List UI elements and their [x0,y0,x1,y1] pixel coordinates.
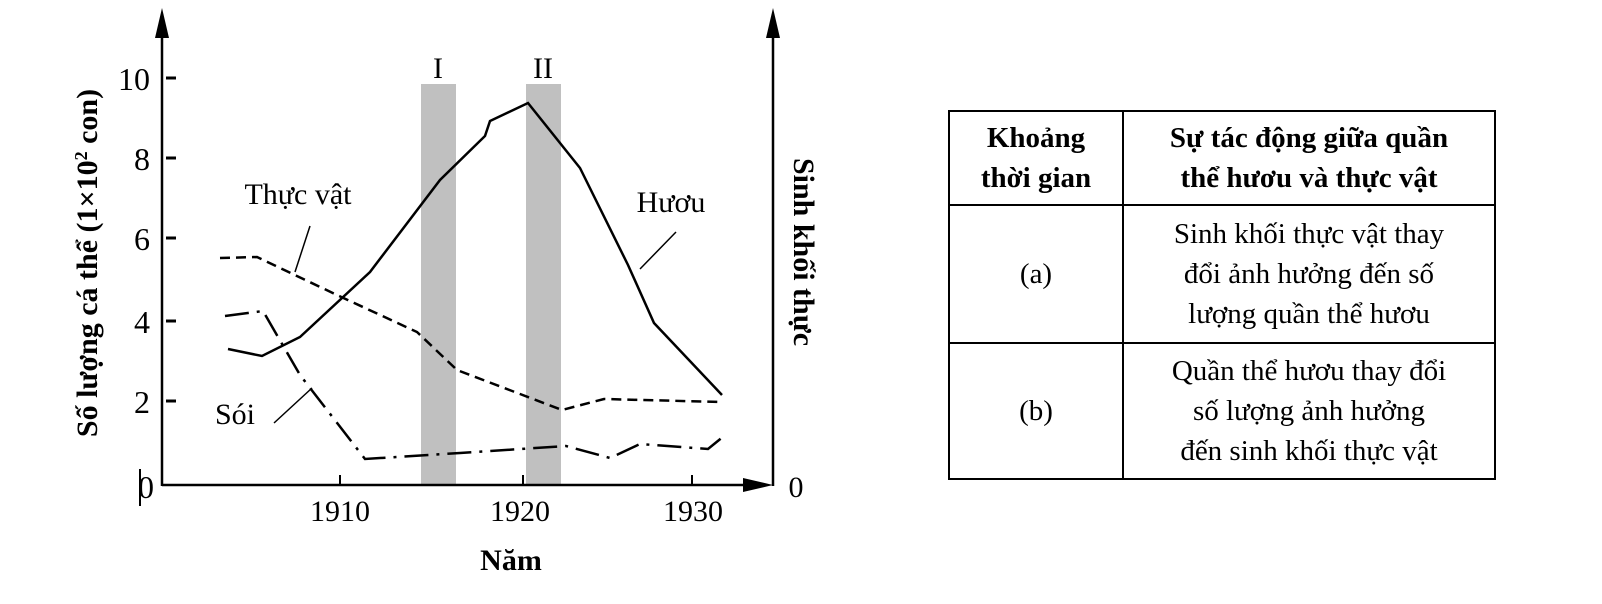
header-period: Khoảng thời gian [948,110,1124,206]
xtick-1930: 1930 [663,495,723,528]
x-axis-arrow-icon [743,478,773,492]
effect-line: đến sinh khối thực vật [1180,435,1438,467]
right-axis-arrow-icon [766,8,780,38]
period-cell: (a) [948,204,1124,344]
table-row: (b) Quần thể hươu thay đổi số lượng ảnh … [948,342,1496,480]
xtick-1920: 1920 [490,495,550,528]
x-axis: 1910 1920 1930 Năm [162,475,773,577]
wolf-label: Sói [215,398,255,431]
ytick-0: 0 [138,469,154,505]
x-axis-title: Năm [480,544,542,577]
header-effect-line: Sự tác động giữa quần [1169,122,1449,154]
period-ii-band [526,84,561,486]
period-i-band [421,84,456,486]
effect-line: đổi ảnh hưởng đến số [1183,258,1435,290]
y-axis-arrow-icon [155,8,169,38]
left-y-axis: 10 8 6 4 2 0 [118,8,176,506]
ytick-4: 4 [134,304,150,340]
header-effect: Sự tác động giữa quần thể hươu và thực v… [1122,110,1496,206]
header-period-line: Khoảng [986,122,1086,154]
right-y-axis-title: Sinh khối thực [787,158,820,346]
period-cell: (b) [948,342,1124,480]
y-axis-title: Số lượng cá thể (1×102 con) [71,89,104,437]
plant-label: Thực vật [244,178,352,211]
effect-line: lượng quần thể hươu [1188,298,1430,330]
header-period-line: thời gian [980,162,1092,194]
interaction-table: Khoảng thời gian Sự tác động giữa quần t… [948,110,1496,480]
effect-line: Sinh khối thực vật thay [1173,218,1445,250]
deer-line [227,101,723,396]
effect-cell: Sinh khối thực vật thay đổi ảnh hưởng đế… [1122,204,1496,344]
effect-line: số lượng ảnh hưởng [1192,395,1426,427]
wolf-line [224,309,725,461]
deer-leader-line [639,231,677,270]
ytick-8: 8 [134,141,150,177]
right-y-axis: 0 Sinh khối thực [766,8,820,504]
table-header-row: Khoảng thời gian Sự tác động giữa quần t… [948,110,1496,206]
plant-line [219,255,723,412]
effect-line: Quần thể hươu thay đổi [1171,355,1447,387]
right-ytick-0: 0 [789,471,804,504]
ytick-2: 2 [134,384,150,420]
effect-cell: Quần thể hươu thay đổi số lượng ảnh hưởn… [1122,342,1496,480]
ytick-10: 10 [118,61,150,97]
header-effect-line: thể hươu và thực vật [1180,162,1438,194]
period-ii-label: II [533,52,553,85]
wolf-leader-line [273,387,313,424]
plant-leader-line [294,225,311,273]
deer-label: Hươu [637,186,706,219]
population-chart: I II 10 8 6 4 2 0 Số lượng cá thể (1×102… [71,8,820,577]
table-row: (a) Sinh khối thực vật thay đổi ảnh hưởn… [948,204,1496,344]
xtick-1910: 1910 [310,495,370,528]
period-i-label: I [433,52,443,85]
ytick-6: 6 [134,221,150,257]
